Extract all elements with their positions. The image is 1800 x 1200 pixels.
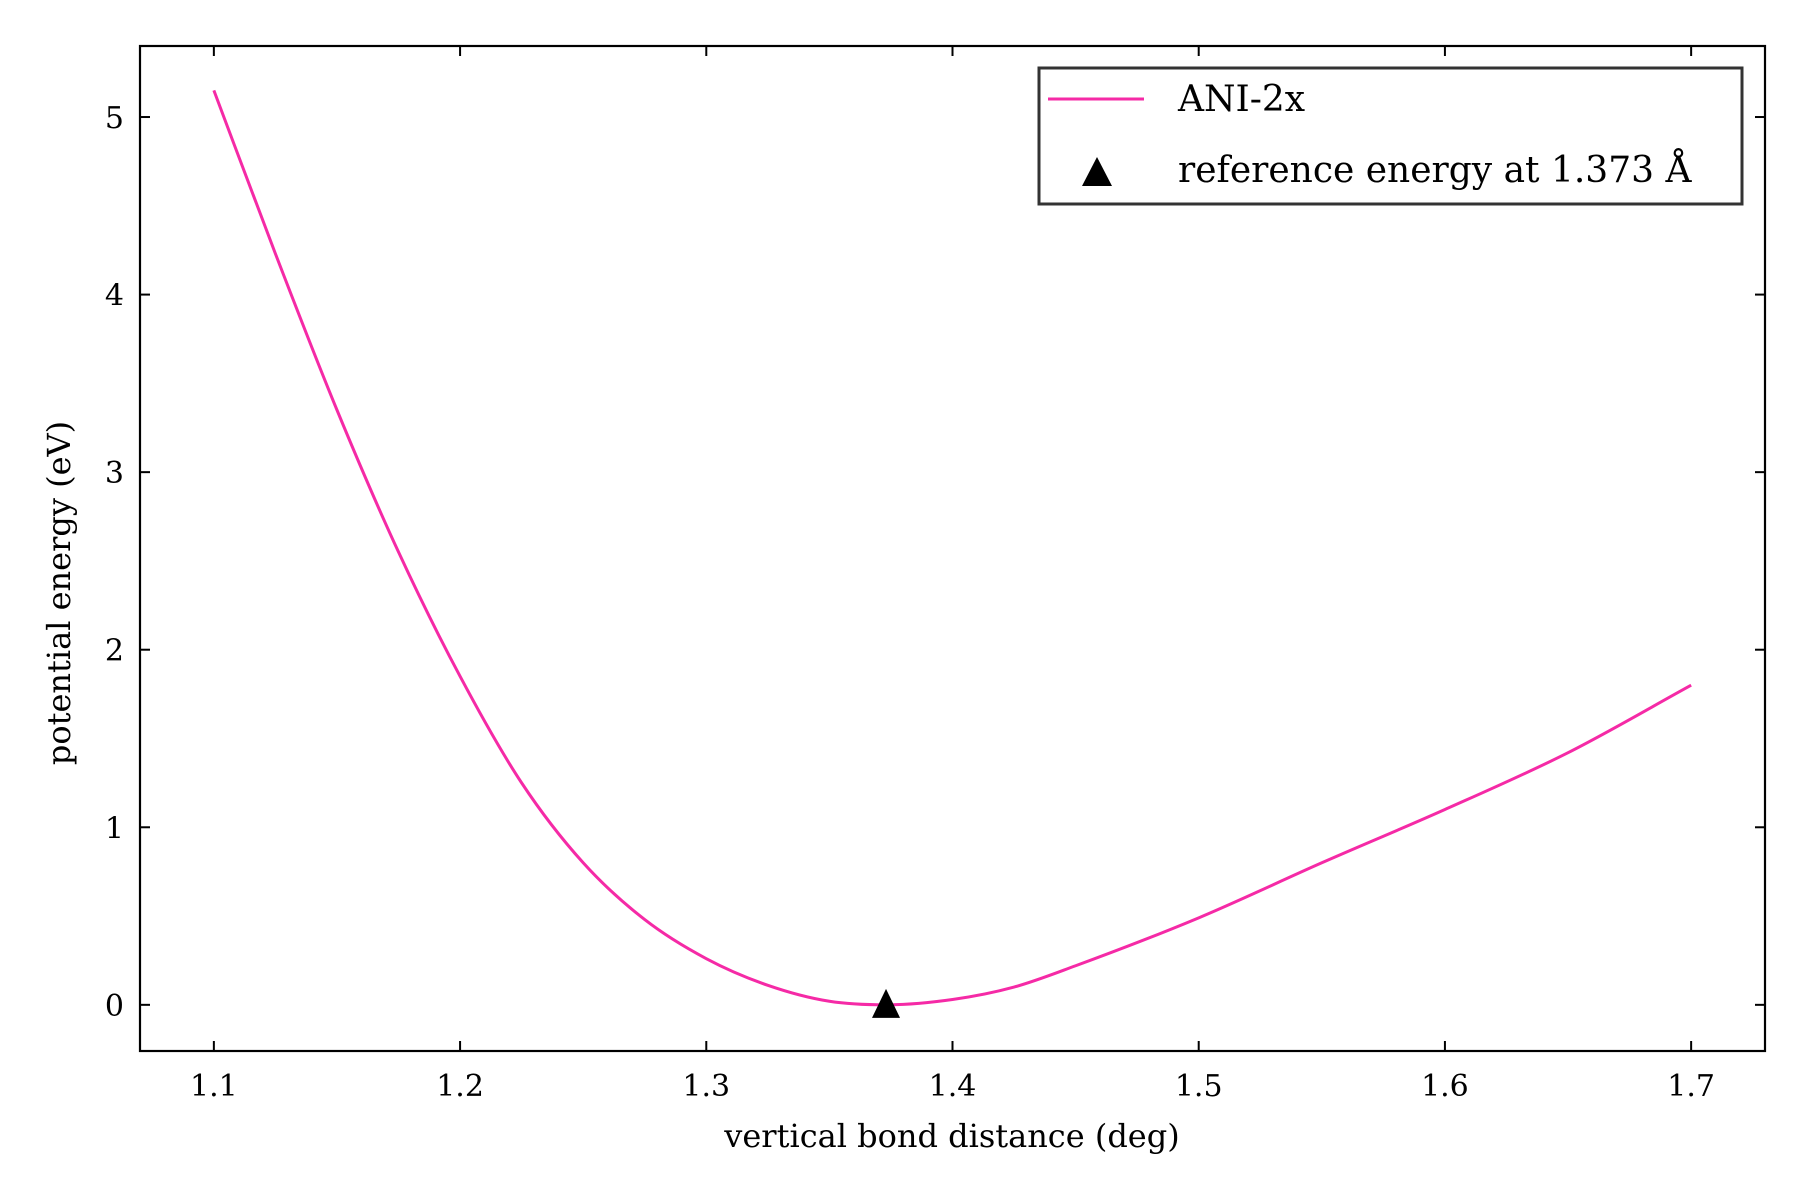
x-tick-label: 1.7 [1667, 1069, 1715, 1104]
y-tick-label: 4 [105, 279, 124, 314]
y-tick-label: 1 [105, 811, 124, 846]
x-tick-label: 1.2 [436, 1069, 484, 1104]
legend-box [1037, 66, 1744, 206]
y-tick-label: 2 [105, 634, 124, 669]
legend-label-ani-2x: ANI-2x [1177, 79, 1305, 120]
legend-triangle-icon [1082, 157, 1112, 186]
x-tick-label: 1.1 [190, 1069, 238, 1104]
x-tick-label: 1.6 [1421, 1069, 1469, 1104]
reference-marker [872, 988, 901, 1018]
y-tick-label: 5 [105, 101, 124, 136]
x-tick-label: 1.4 [929, 1069, 977, 1104]
x-axis: 1.1 1.2 1.3 1.4 1.5 1.6 1.7 [190, 46, 1715, 1104]
legend-label-reference: reference energy at 1.373 Å [1178, 149, 1692, 191]
x-tick-label: 1.5 [1175, 1069, 1223, 1104]
y-axis-label: potential energy (eV) [40, 421, 78, 765]
y-axis: 0 1 2 3 4 5 [105, 101, 1765, 1024]
legend: ANI-2x reference energy at 1.373 Å [1037, 66, 1744, 206]
y-tick-label: 3 [105, 456, 124, 491]
series-line-ani-2x [212, 89, 1692, 1007]
plot-frame [138, 44, 1767, 1053]
y-tick-label: 0 [105, 989, 124, 1024]
x-tick-label: 1.3 [682, 1069, 730, 1104]
x-axis-label: vertical bond distance (deg) [723, 1117, 1179, 1155]
